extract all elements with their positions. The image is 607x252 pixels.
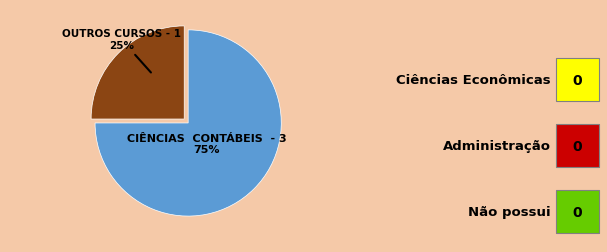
Wedge shape [95, 31, 281, 216]
Text: Não possui: Não possui [468, 205, 551, 218]
FancyBboxPatch shape [556, 190, 599, 233]
Text: Ciências Econômicas: Ciências Econômicas [396, 74, 551, 87]
FancyBboxPatch shape [556, 59, 599, 102]
Text: Administração: Administração [443, 140, 551, 153]
Text: 0: 0 [573, 205, 583, 219]
Text: CIÊNCIAS  CONTÁBEIS  - 3
75%: CIÊNCIAS CONTÁBEIS - 3 75% [127, 133, 287, 155]
Wedge shape [91, 27, 184, 119]
Text: OUTROS CURSOS - 1
25%: OUTROS CURSOS - 1 25% [62, 29, 181, 73]
Text: 0: 0 [573, 139, 583, 153]
Text: 0: 0 [573, 74, 583, 88]
FancyBboxPatch shape [556, 125, 599, 168]
